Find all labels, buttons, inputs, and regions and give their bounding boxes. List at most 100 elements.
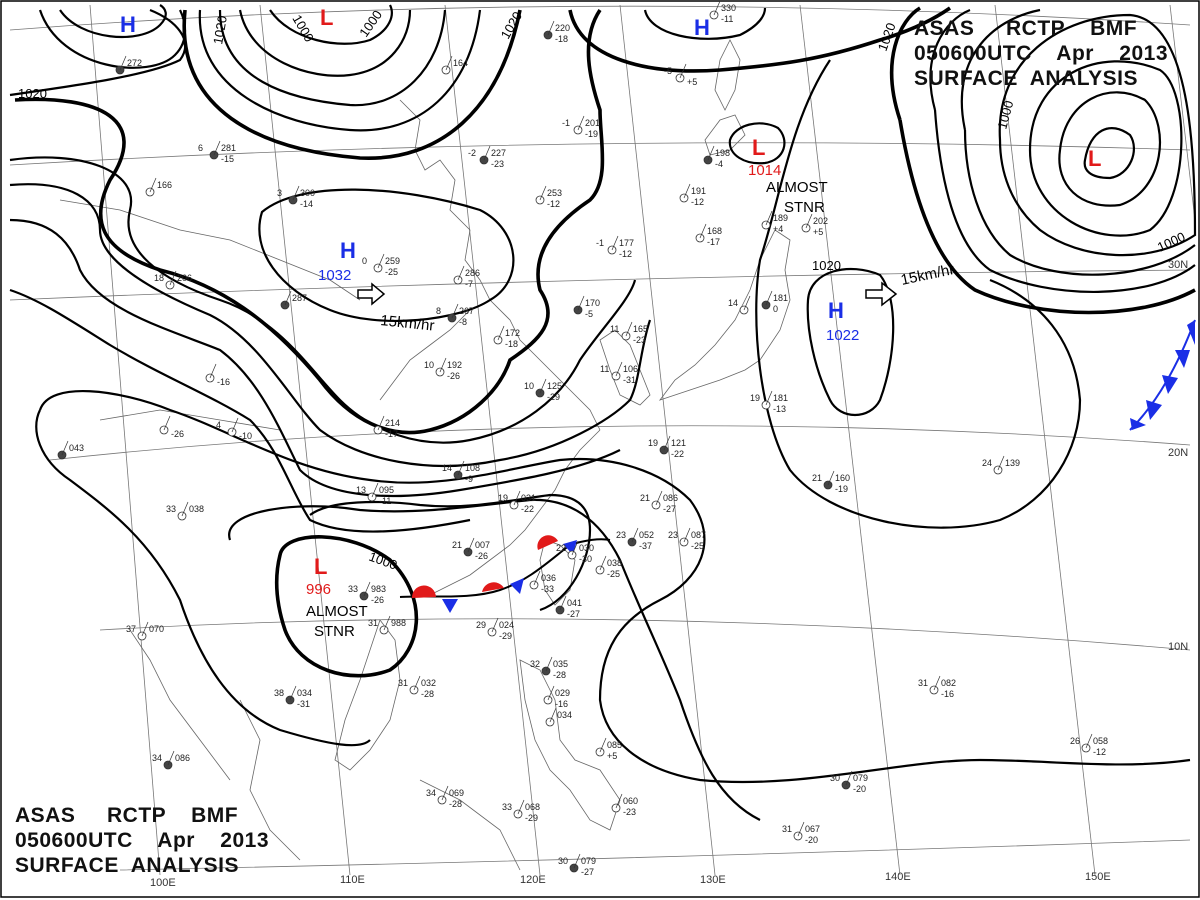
coordinate-labels: 100E 110E 120E 130E 140E 150E 30N 20N 10… <box>150 259 1188 889</box>
station-temp: 10 <box>524 381 534 391</box>
station-plot: 286-7 <box>453 265 480 289</box>
wind-barb <box>707 145 715 161</box>
station-tendency: -23 <box>491 159 504 169</box>
pressure-center-low-1014-letter: L <box>752 135 765 160</box>
title-block-top: ASAS RCTP BMF 050600UTC Apr 2013 SURFACE… <box>914 16 1168 91</box>
station-tendency: -18 <box>555 34 568 44</box>
station-pressure: 079 <box>853 773 868 783</box>
station-temp: -1 <box>562 118 570 128</box>
pressure-center-low-ne-letter: L <box>1088 146 1101 171</box>
station-plot: 253-12 <box>535 185 562 209</box>
isobar-low-996 <box>274 535 419 678</box>
isobar-label: 1000 <box>367 549 399 573</box>
wind-barb <box>289 685 297 701</box>
wind-barb <box>997 455 1005 471</box>
station-pressure: 038 <box>189 504 204 514</box>
station-plot: 060-23 <box>611 793 638 817</box>
isobar-nw-a <box>9 8 187 97</box>
station-tendency: -13 <box>773 404 786 414</box>
wind-barb <box>539 378 547 394</box>
station-plot: 32 035-28 <box>530 656 568 680</box>
station-pressure: 052 <box>639 530 654 540</box>
station-tendency: -14 <box>300 199 313 209</box>
wind-barb <box>284 290 292 306</box>
station-temp: 31 <box>782 824 792 834</box>
station-temp: 21 <box>640 493 650 503</box>
station-plot: 31 988 <box>368 615 406 635</box>
station-plot: 19 031-22 <box>498 490 536 514</box>
station-tendency: -27 <box>581 867 594 877</box>
lon-line-100e <box>89 4 161 876</box>
station-plot: 272 <box>115 55 142 75</box>
station-plot: -1 201-19 <box>562 115 600 139</box>
station-tendency: 0 <box>773 304 778 314</box>
wind-barb <box>611 235 619 251</box>
station-temp: 21 <box>812 473 822 483</box>
indochina-coast <box>334 619 401 771</box>
station-tendency: -15 <box>221 154 234 164</box>
station-tendency: -25 <box>691 541 704 551</box>
lat-label-20n: 20N <box>1168 447 1188 459</box>
station-plot: 11 165-23 <box>610 321 648 345</box>
station-plot: 18 206 <box>154 270 192 290</box>
station-plot: 6 281-15 <box>198 140 236 164</box>
station-plot: 23 052-37 <box>616 527 654 551</box>
station-plot: 034 <box>545 707 572 727</box>
station-pressure: 267 <box>459 306 474 316</box>
cold-front-east-3 <box>1162 375 1178 394</box>
wind-barb <box>457 460 465 476</box>
station-plot: 8 267-8 <box>436 303 474 327</box>
station-pressure: 086 <box>663 493 678 503</box>
station-tendency: -26 <box>171 429 184 439</box>
wind-barb <box>513 490 521 506</box>
station-tendency: +5 <box>687 77 697 87</box>
station-plot: 19 181-13 <box>750 390 788 414</box>
station-temp: 24 <box>982 458 992 468</box>
station-temp: 34 <box>152 753 162 763</box>
title-line-3: SURFACE ANALYSIS <box>914 67 1138 90</box>
station-pressure: 300 <box>300 188 315 198</box>
station-pressure: 164 <box>453 58 468 68</box>
wind-barb <box>292 185 300 201</box>
lon-label-100e: 100E <box>150 877 176 889</box>
station-temp: 11 <box>600 364 609 374</box>
pressure-center-high-1032-value: 1032 <box>318 267 351 284</box>
graticule <box>9 4 1196 876</box>
station-temp: 19 <box>648 438 658 448</box>
station-temp: 4 <box>216 420 221 430</box>
lat-line-20n <box>49 425 1191 461</box>
pressure-center-high-1032-letter: H <box>340 238 356 263</box>
wind-barb <box>119 55 127 71</box>
station-tendency: -17 <box>707 237 720 247</box>
isobar-high-1032 <box>258 188 515 322</box>
station-pressure: 198 <box>715 148 730 158</box>
station-temp: 29 <box>476 620 486 630</box>
station-tendency: -17 <box>385 429 398 439</box>
isobar-label: 1020 <box>812 258 841 273</box>
wind-barb <box>599 555 607 571</box>
station-tendency: -30 <box>579 554 592 564</box>
wind-barb <box>445 55 453 71</box>
station-plot: 34 069-28 <box>426 785 464 809</box>
wind-barb <box>491 617 499 633</box>
wind-barb <box>683 183 691 199</box>
lon-label-150e: 150E <box>1085 871 1111 883</box>
station-pressure: 043 <box>69 443 84 453</box>
station-temp: 33 <box>166 504 176 514</box>
station-temp: 30 <box>830 773 840 783</box>
station-tendency: -19 <box>585 129 598 139</box>
station-plot: -2 227-23 <box>468 145 506 169</box>
station-tendency: -7 <box>465 279 473 289</box>
station-pressure: 029 <box>555 688 570 698</box>
lon-line-110e <box>259 4 351 876</box>
wind-barb <box>545 656 553 672</box>
wind-barb <box>439 357 447 373</box>
isobar-nw-b <box>9 156 637 444</box>
station-pressure: 034 <box>557 710 572 720</box>
pressure-center-low-1014-value: 1014 <box>748 162 781 179</box>
lat-line-30n <box>9 269 1191 301</box>
isobar-h-topleft <box>59 4 167 39</box>
station-temp: 10 <box>424 360 434 370</box>
station-pressure: 035 <box>553 659 568 669</box>
isobar-low-ne-5 <box>960 8 1196 276</box>
